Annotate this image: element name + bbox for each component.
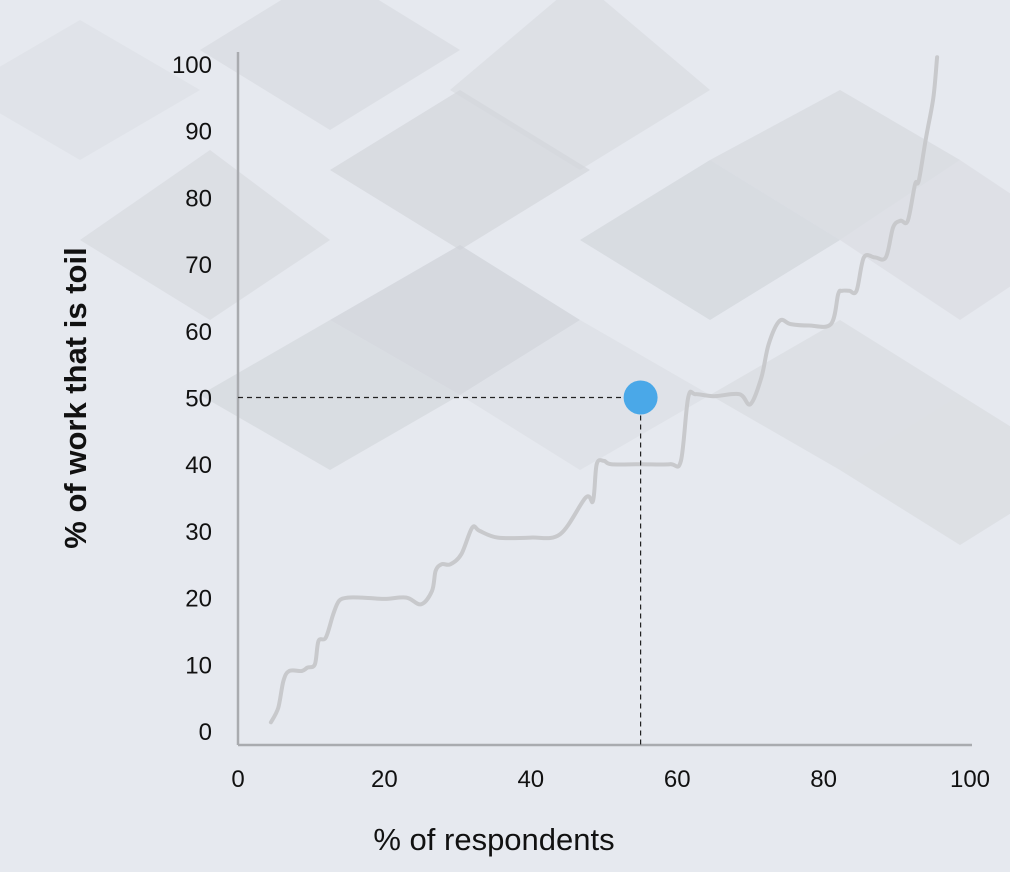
y-tick-label: 30 (185, 519, 212, 546)
x-tick-label: 100 (950, 766, 990, 793)
x-tick-label: 80 (810, 766, 837, 793)
y-tick-label: 0 (199, 719, 212, 746)
y-tick-label: 50 (185, 386, 212, 413)
y-tick-label: 100 (172, 52, 212, 79)
y-tick-label: 10 (185, 652, 212, 679)
y-tick-label: 40 (185, 452, 212, 479)
y-tick-label: 90 (185, 119, 212, 146)
x-tick-label: 20 (371, 766, 398, 793)
x-tick-label: 60 (664, 766, 691, 793)
x-tick-label: 0 (231, 766, 244, 793)
x-axis-title: % of respondents (373, 822, 614, 857)
y-tick-label: 80 (185, 185, 212, 212)
x-tick-label: 40 (517, 766, 544, 793)
series-line (268, 55, 940, 725)
y-tick-label: 70 (185, 252, 212, 279)
y-tick-label: 60 (185, 319, 212, 346)
y-tick-label: 20 (185, 586, 212, 613)
y-axis-title: % of work that is toil (58, 247, 93, 548)
highlight-point[interactable] (623, 380, 658, 415)
